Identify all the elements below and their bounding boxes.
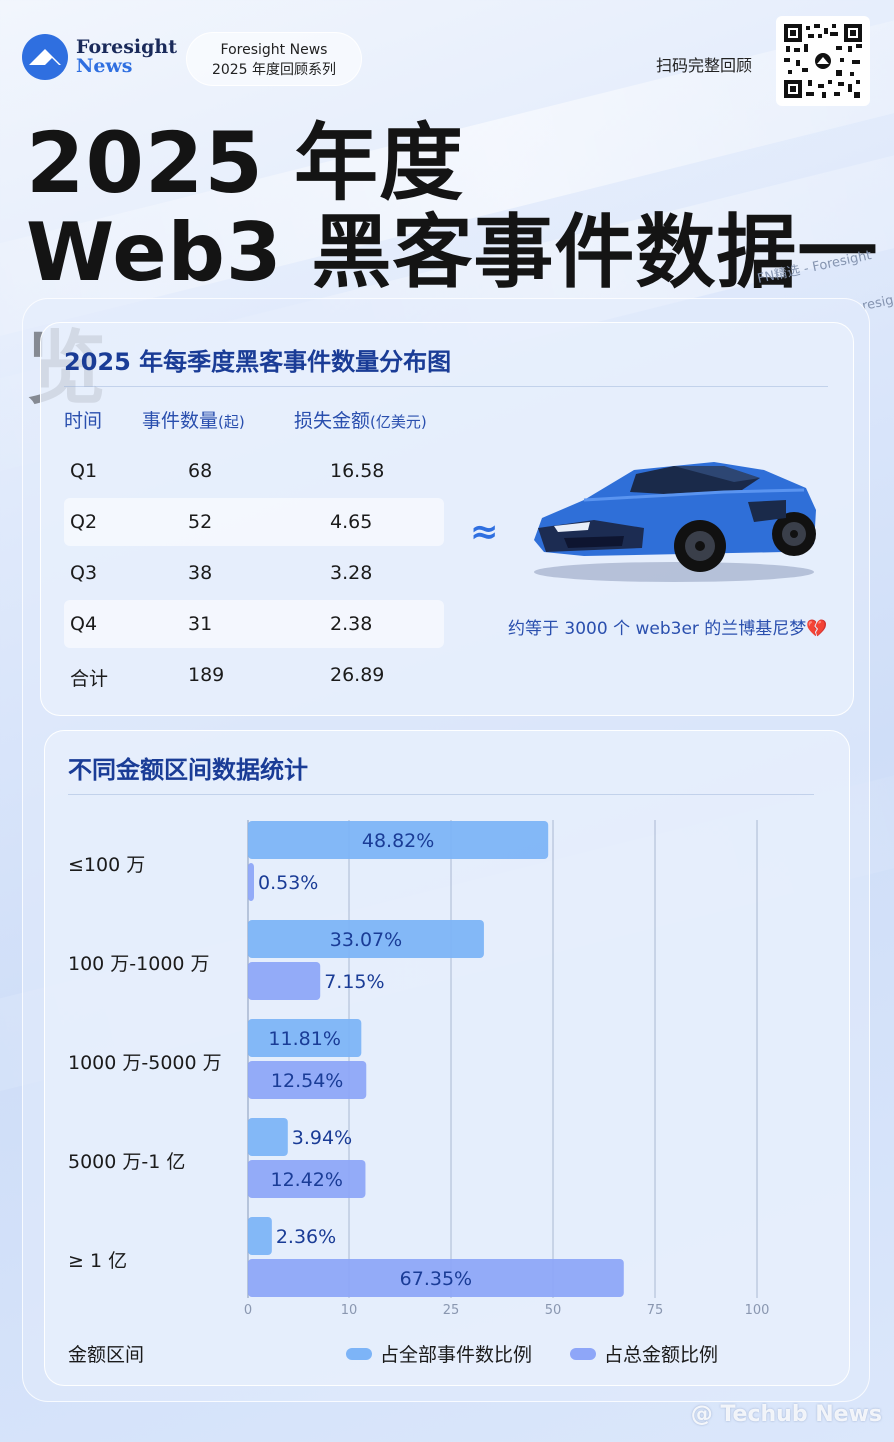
page-title-line2: Web3 黑客事件数据一览 bbox=[26, 206, 879, 415]
series-badge: Foresight News 2025 年度回顾系列 bbox=[186, 32, 362, 86]
row-count: 31 bbox=[188, 613, 213, 635]
bar-value-label: 12.54% bbox=[271, 1070, 343, 1092]
table-row: Q2 52 4.65 bbox=[64, 498, 444, 546]
qr-label: 扫码完整回顾 bbox=[656, 56, 753, 75]
row-loss: 4.65 bbox=[330, 511, 373, 533]
qr-code-icon bbox=[782, 22, 864, 100]
bar-events-share bbox=[248, 1217, 272, 1255]
table-row: Q1 68 16.58 bbox=[64, 447, 444, 495]
bar-events-share bbox=[248, 1118, 288, 1156]
series-line2: 2025 年度回顾系列 bbox=[211, 62, 337, 78]
x-tick-label: 25 bbox=[443, 1303, 460, 1318]
bar-amount-share bbox=[248, 962, 321, 1000]
legend-swatch-events bbox=[346, 1347, 372, 1360]
col-header-count-text: 事件数量 bbox=[142, 410, 219, 432]
qr-code[interactable] bbox=[776, 16, 870, 106]
row-period: Q1 bbox=[70, 460, 98, 482]
bar-value-label: 11.81% bbox=[268, 1028, 340, 1050]
category-label: 1000 万-5000 万 bbox=[68, 1052, 222, 1074]
bar-events-share bbox=[248, 920, 484, 958]
x-tick-label: 0 bbox=[244, 1303, 252, 1318]
bar-amount-share bbox=[248, 1160, 366, 1198]
bar-events-share bbox=[248, 821, 549, 859]
bar-events-share bbox=[248, 1019, 362, 1057]
broken-heart-icon: 💔 bbox=[806, 619, 828, 639]
bar-amount-share bbox=[248, 1259, 624, 1297]
chart-divider bbox=[68, 794, 814, 795]
row-loss: 3.28 bbox=[330, 562, 373, 584]
col-header-loss-unit: (亿美元) bbox=[370, 413, 427, 431]
table-row: Q4 31 2.38 bbox=[64, 600, 444, 648]
bar-value-label: 67.35% bbox=[400, 1268, 472, 1290]
row-loss: 2.38 bbox=[330, 613, 373, 635]
row-count: 38 bbox=[188, 562, 213, 584]
x-tick-label: 50 bbox=[545, 1303, 562, 1318]
row-period: Q4 bbox=[70, 613, 98, 635]
table-row: Q3 38 3.28 bbox=[64, 549, 444, 597]
foresight-logo-icon bbox=[22, 34, 68, 80]
approx-symbol: ≈ bbox=[470, 512, 499, 552]
row-period: 合计 bbox=[70, 668, 109, 690]
col-header-count-unit: (起) bbox=[218, 413, 245, 431]
col-header-loss: 损失金额(亿美元) bbox=[294, 406, 427, 433]
page-title-line1: 2025 年度 bbox=[26, 114, 465, 212]
row-period: Q3 bbox=[70, 562, 98, 584]
bar-amount-share bbox=[248, 1061, 367, 1099]
x-tick-label: 10 bbox=[341, 1303, 358, 1318]
legend-item-amount: 占总金额比例 bbox=[570, 1340, 718, 1367]
lamborghini-car-image bbox=[534, 462, 816, 582]
x-axis-title: 金额区间 bbox=[68, 1344, 145, 1366]
legend-label-amount: 占总金额比例 bbox=[604, 1344, 719, 1366]
quarterly-title: 2025 年每季度黑客事件数量分布图 bbox=[64, 348, 452, 376]
row-loss: 16.58 bbox=[330, 460, 385, 482]
category-label: 5000 万-1 亿 bbox=[68, 1151, 186, 1173]
col-header-loss-text: 损失金额 bbox=[294, 410, 371, 432]
bar-value-label: 12.42% bbox=[271, 1169, 343, 1191]
x-tick-label: 100 bbox=[745, 1303, 770, 1318]
bar-value-label: 0.53% bbox=[258, 872, 318, 894]
quarterly-divider bbox=[64, 386, 828, 387]
row-loss: 26.89 bbox=[330, 664, 385, 686]
legend-label-events: 占全部事件数比例 bbox=[380, 1344, 533, 1366]
table-row-total: 合计 189 26.89 bbox=[64, 651, 444, 699]
row-count: 189 bbox=[188, 664, 225, 686]
row-count: 52 bbox=[188, 511, 213, 533]
bar-value-label: 48.82% bbox=[362, 830, 434, 852]
legend-swatch-amount bbox=[570, 1347, 596, 1360]
row-period: Q2 bbox=[70, 511, 98, 533]
bar-value-label: 33.07% bbox=[330, 929, 402, 951]
category-label: 100 万-1000 万 bbox=[68, 953, 210, 975]
techub-watermark: @ Techub News bbox=[690, 1402, 882, 1427]
category-label: ≥ 1 亿 bbox=[68, 1250, 128, 1272]
car-caption: 约等于 3000 个 web3er 的兰博基尼梦💔 bbox=[508, 614, 827, 639]
bar-value-label: 2.36% bbox=[276, 1226, 336, 1248]
chart-title: 不同金额区间数据统计 bbox=[68, 756, 308, 784]
logo-line1: Foresight bbox=[76, 36, 178, 58]
logo-line2: News bbox=[76, 55, 133, 77]
legend-item-events: 占全部事件数比例 bbox=[346, 1340, 532, 1367]
category-label: ≤100 万 bbox=[68, 854, 146, 876]
row-count: 68 bbox=[188, 460, 213, 482]
col-header-count: 事件数量(起) bbox=[142, 406, 245, 433]
bar-amount-share bbox=[248, 863, 254, 901]
car-caption-text: 约等于 3000 个 web3er 的兰博基尼梦 bbox=[508, 619, 807, 639]
bar-value-label: 3.94% bbox=[292, 1127, 352, 1149]
col-header-period: 时间 bbox=[64, 410, 103, 432]
series-line1: Foresight News bbox=[220, 42, 328, 58]
x-tick-label: 75 bbox=[647, 1303, 664, 1318]
foresight-logo: Foresight News bbox=[22, 34, 177, 80]
bar-value-label: 7.15% bbox=[324, 971, 384, 993]
